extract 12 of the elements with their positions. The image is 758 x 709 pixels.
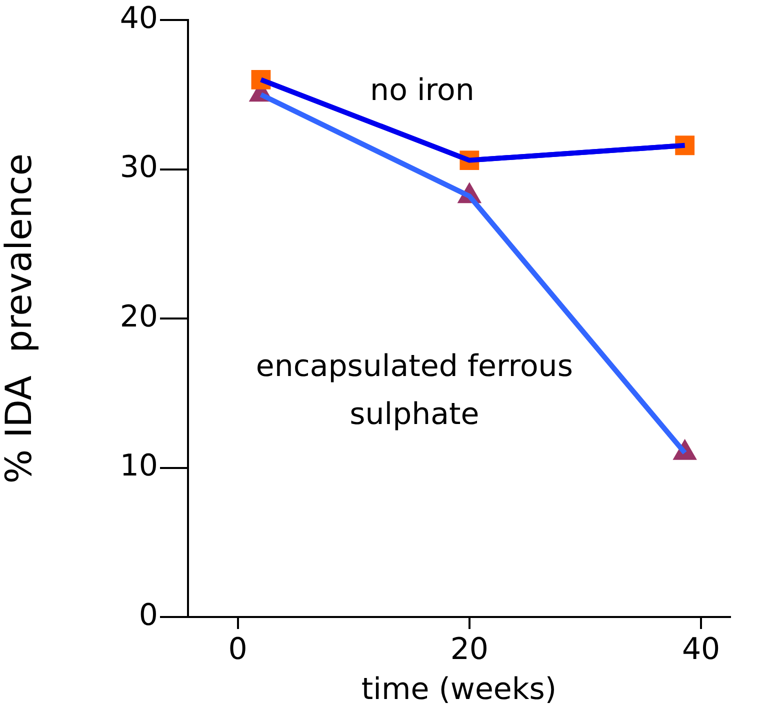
- y-axis-title: % IDA prevalence: [0, 153, 40, 484]
- x-tick-label: 20: [450, 632, 489, 667]
- y-tick-label: 20: [120, 299, 158, 334]
- series-label: no iron: [370, 72, 474, 108]
- x-tick-label: 0: [228, 632, 248, 667]
- series-label: encapsulated ferrous sulphate: [256, 348, 573, 432]
- y-tick-label: 40: [120, 0, 158, 36]
- x-axis-title: time (weeks): [361, 672, 557, 707]
- y-tick-label: 30: [120, 150, 158, 186]
- y-tick-label: 0: [138, 598, 158, 633]
- x-tick-label: 40: [682, 632, 720, 667]
- y-tick-label: 10: [120, 448, 158, 484]
